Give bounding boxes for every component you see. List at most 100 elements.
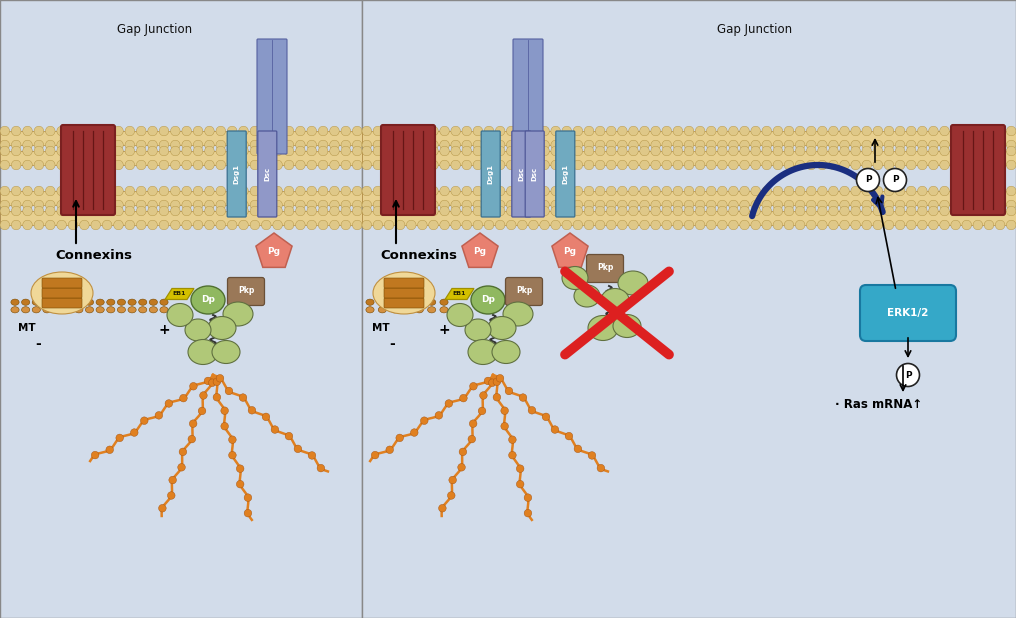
- Circle shape: [106, 446, 114, 454]
- Circle shape: [506, 146, 516, 156]
- Text: Pkp: Pkp: [238, 287, 254, 295]
- Circle shape: [850, 206, 861, 216]
- Circle shape: [640, 140, 649, 150]
- Circle shape: [160, 186, 169, 196]
- Circle shape: [884, 126, 894, 136]
- Circle shape: [818, 186, 827, 196]
- Circle shape: [91, 451, 99, 459]
- Circle shape: [773, 146, 782, 156]
- Circle shape: [189, 420, 197, 428]
- Circle shape: [182, 160, 191, 170]
- Circle shape: [451, 146, 460, 156]
- Circle shape: [651, 146, 660, 156]
- Text: Dsc: Dsc: [264, 167, 270, 181]
- Circle shape: [595, 186, 605, 196]
- Circle shape: [362, 220, 372, 230]
- Circle shape: [273, 146, 282, 156]
- Circle shape: [421, 417, 428, 425]
- Circle shape: [951, 206, 960, 216]
- Circle shape: [962, 200, 971, 210]
- Circle shape: [451, 140, 460, 150]
- Circle shape: [717, 220, 727, 230]
- Circle shape: [873, 220, 883, 230]
- Circle shape: [917, 140, 928, 150]
- Circle shape: [485, 200, 494, 210]
- Circle shape: [485, 126, 494, 136]
- Circle shape: [607, 186, 616, 196]
- Circle shape: [818, 200, 827, 210]
- Circle shape: [373, 160, 383, 170]
- Circle shape: [673, 146, 683, 156]
- Circle shape: [68, 206, 78, 216]
- Circle shape: [850, 220, 861, 230]
- Ellipse shape: [11, 307, 19, 313]
- Circle shape: [190, 383, 197, 390]
- Circle shape: [501, 407, 508, 415]
- Circle shape: [996, 206, 1005, 216]
- Circle shape: [216, 206, 226, 216]
- Circle shape: [940, 146, 949, 156]
- Circle shape: [573, 186, 583, 196]
- Circle shape: [1007, 146, 1016, 156]
- Circle shape: [740, 146, 750, 156]
- Circle shape: [204, 220, 214, 230]
- Circle shape: [895, 186, 905, 196]
- Circle shape: [717, 200, 727, 210]
- Text: P: P: [892, 176, 898, 185]
- Circle shape: [651, 186, 660, 196]
- Circle shape: [917, 160, 928, 170]
- Circle shape: [158, 504, 167, 512]
- Circle shape: [103, 146, 112, 156]
- Circle shape: [1007, 140, 1016, 150]
- Circle shape: [125, 220, 135, 230]
- Ellipse shape: [33, 299, 41, 305]
- Circle shape: [1007, 206, 1016, 216]
- Circle shape: [940, 160, 949, 170]
- Circle shape: [473, 140, 483, 150]
- Circle shape: [517, 160, 527, 170]
- Circle shape: [250, 140, 260, 150]
- Circle shape: [706, 160, 716, 170]
- Circle shape: [562, 146, 572, 156]
- Circle shape: [584, 140, 593, 150]
- Circle shape: [273, 200, 282, 210]
- Circle shape: [362, 146, 372, 156]
- Circle shape: [273, 126, 282, 136]
- Circle shape: [103, 126, 112, 136]
- Circle shape: [68, 200, 78, 210]
- Circle shape: [237, 465, 244, 472]
- Circle shape: [673, 160, 683, 170]
- Circle shape: [850, 186, 861, 196]
- Ellipse shape: [373, 272, 435, 314]
- Circle shape: [662, 160, 672, 170]
- Circle shape: [607, 200, 616, 210]
- Circle shape: [551, 126, 561, 136]
- Circle shape: [562, 220, 572, 230]
- Circle shape: [57, 140, 66, 150]
- Circle shape: [171, 160, 180, 170]
- Circle shape: [329, 220, 339, 230]
- Circle shape: [796, 206, 805, 216]
- Circle shape: [228, 186, 237, 196]
- Circle shape: [829, 126, 838, 136]
- Circle shape: [307, 126, 317, 136]
- Circle shape: [239, 160, 248, 170]
- Circle shape: [595, 200, 605, 210]
- Circle shape: [193, 146, 203, 156]
- Circle shape: [728, 140, 739, 150]
- Ellipse shape: [562, 266, 588, 289]
- Ellipse shape: [33, 307, 41, 313]
- Ellipse shape: [492, 341, 520, 363]
- Circle shape: [239, 220, 248, 230]
- FancyBboxPatch shape: [228, 131, 246, 217]
- Circle shape: [125, 140, 135, 150]
- Circle shape: [429, 140, 438, 150]
- Circle shape: [373, 140, 383, 150]
- Circle shape: [445, 400, 453, 407]
- FancyBboxPatch shape: [586, 255, 624, 282]
- Circle shape: [193, 200, 203, 210]
- Circle shape: [717, 146, 727, 156]
- Circle shape: [706, 186, 716, 196]
- FancyBboxPatch shape: [0, 0, 362, 618]
- Circle shape: [573, 206, 583, 216]
